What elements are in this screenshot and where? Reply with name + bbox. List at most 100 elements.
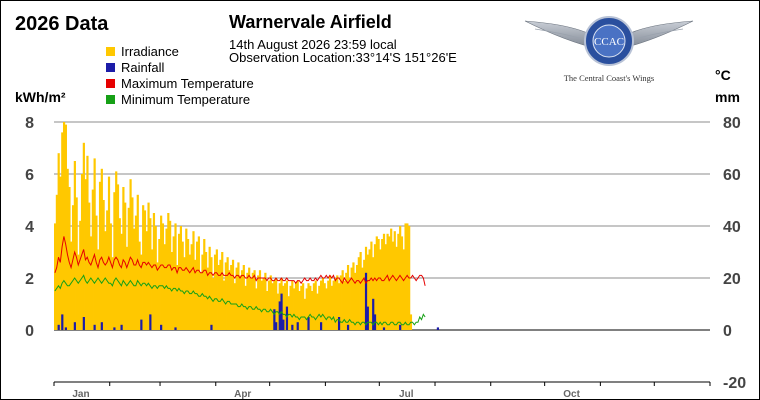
irradiance-bar	[330, 285, 333, 330]
right-axis-label-rain: mm	[715, 89, 740, 105]
irradiance-bar	[143, 210, 147, 330]
irradiance-bar	[107, 176, 111, 330]
irradiance-bar	[134, 215, 138, 330]
irradiance-bar	[136, 194, 139, 330]
legend-max-temp-label: Maximum Temperature	[121, 75, 254, 91]
irradiance-bar	[212, 278, 215, 330]
irradiance-bar	[386, 233, 389, 330]
irradiance-bar	[192, 231, 195, 330]
irradiance-bar	[178, 233, 181, 330]
irradiance-bar	[120, 233, 123, 330]
irradiance-bar	[287, 296, 290, 330]
irradiance-bar	[131, 197, 134, 330]
irradiance-bar	[328, 275, 332, 330]
irradiance-bar	[271, 283, 274, 330]
irradiance-bar	[222, 280, 226, 330]
irradiance-bar	[118, 218, 121, 330]
month-label: Apr	[234, 389, 251, 399]
irradiance-bar	[210, 257, 213, 330]
irradiance-bar	[197, 236, 200, 330]
irradiance-bar	[124, 202, 127, 330]
legend-min-temp-swatch	[106, 94, 115, 104]
irradiance-bar	[115, 171, 118, 330]
legend-irradiance-swatch	[106, 46, 115, 56]
irradiance-bar	[381, 239, 384, 330]
irradiance-bar	[186, 239, 190, 330]
irradiance-bar	[188, 254, 191, 330]
irradiance-bar	[86, 155, 89, 330]
irradiance-bar	[75, 197, 78, 330]
rainfall-bar	[399, 324, 402, 330]
irradiance-bar	[84, 179, 87, 330]
irradiance-bar	[55, 194, 58, 330]
irradiance-bar	[68, 187, 71, 330]
right-tick-label: 20	[723, 271, 741, 288]
irradiance-bar	[54, 223, 57, 330]
irradiance-bar	[97, 249, 100, 330]
rainfall-bar	[174, 327, 177, 330]
min-temperature-line	[54, 274, 426, 326]
irradiance-bar	[233, 283, 236, 330]
right-tick-label: 60	[723, 167, 741, 184]
irradiance-bar	[368, 249, 371, 330]
irradiance-bar	[82, 142, 85, 330]
left-tick-label: 2	[25, 271, 34, 288]
legend-irradiance-label: Irradiance	[121, 43, 179, 59]
irradiance-bar	[203, 239, 206, 330]
rainfall-bar	[366, 306, 369, 330]
irradiance-bar	[298, 291, 301, 330]
irradiance-bar	[370, 241, 373, 330]
irradiance-bar	[111, 257, 114, 330]
irradiance-bar	[294, 283, 298, 330]
irradiance-bar	[345, 272, 348, 330]
irradiance-bar	[208, 246, 211, 330]
irradiance-bar	[59, 176, 62, 330]
irradiance-bar	[179, 226, 183, 330]
irradiance-bar	[64, 124, 67, 330]
month-label: Jul	[399, 389, 414, 399]
irradiance-bar	[311, 291, 314, 330]
irradiance-bar	[242, 265, 245, 330]
rainfall-bar	[61, 314, 64, 330]
irradiance-bar	[253, 270, 256, 330]
irradiance-bar	[201, 254, 204, 330]
rainfall-bar	[364, 272, 368, 330]
rainfall-bar	[337, 317, 341, 330]
irradiance-bar	[125, 246, 129, 330]
irradiance-bar	[199, 272, 202, 330]
irradiance-bar	[161, 223, 165, 330]
irradiance-bar	[352, 262, 355, 330]
station-title: Warnervale Airfield	[229, 12, 392, 32]
irradiance-bar	[404, 223, 407, 330]
irradiance-bar	[305, 288, 308, 330]
irradiance-bar	[106, 210, 109, 330]
irradiance-bar	[361, 267, 364, 330]
irradiance-bar	[77, 254, 80, 330]
irradiance-bar	[244, 285, 247, 330]
irradiance-bar	[282, 285, 285, 330]
irradiance-bar	[366, 254, 369, 330]
left-tick-label: 8	[25, 115, 34, 132]
irradiance-bar	[316, 293, 319, 330]
logo-center-text: CCAC	[594, 36, 624, 48]
irradiance-bar	[307, 283, 310, 330]
irradiance-bar	[221, 252, 224, 330]
rainfall-bar	[372, 298, 375, 330]
irradiance-bar	[93, 158, 96, 330]
irradiance-bar	[116, 184, 120, 330]
irradiance-bar	[255, 288, 258, 330]
irradiance-bar	[231, 259, 235, 330]
aero-club-logo: CCAC The Central Coast's Wings	[524, 16, 694, 83]
irradiance-bar	[62, 122, 66, 330]
irradiance-bar	[296, 280, 299, 330]
rainfall-bar	[210, 324, 213, 330]
irradiance-bar	[269, 275, 272, 330]
irradiance-bar	[71, 205, 75, 330]
irradiance-bar	[228, 270, 231, 330]
irradiance-bar	[393, 231, 396, 330]
irradiance-bar	[61, 132, 64, 330]
irradiance-bar	[152, 213, 156, 330]
rainfall-bar	[57, 324, 60, 330]
irradiance-bar	[357, 257, 360, 330]
irradiance-bar	[80, 174, 84, 330]
